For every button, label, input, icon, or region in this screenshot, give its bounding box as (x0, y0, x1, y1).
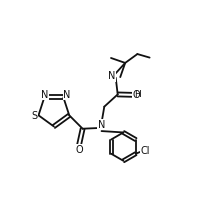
Text: N: N (63, 90, 71, 100)
Text: H: H (134, 90, 141, 99)
Text: S: S (31, 111, 37, 121)
Text: O: O (75, 145, 83, 155)
Text: N: N (98, 120, 105, 130)
Text: Cl: Cl (140, 146, 150, 156)
Text: N: N (41, 90, 48, 100)
Text: O: O (132, 90, 140, 100)
Text: N: N (109, 71, 116, 81)
